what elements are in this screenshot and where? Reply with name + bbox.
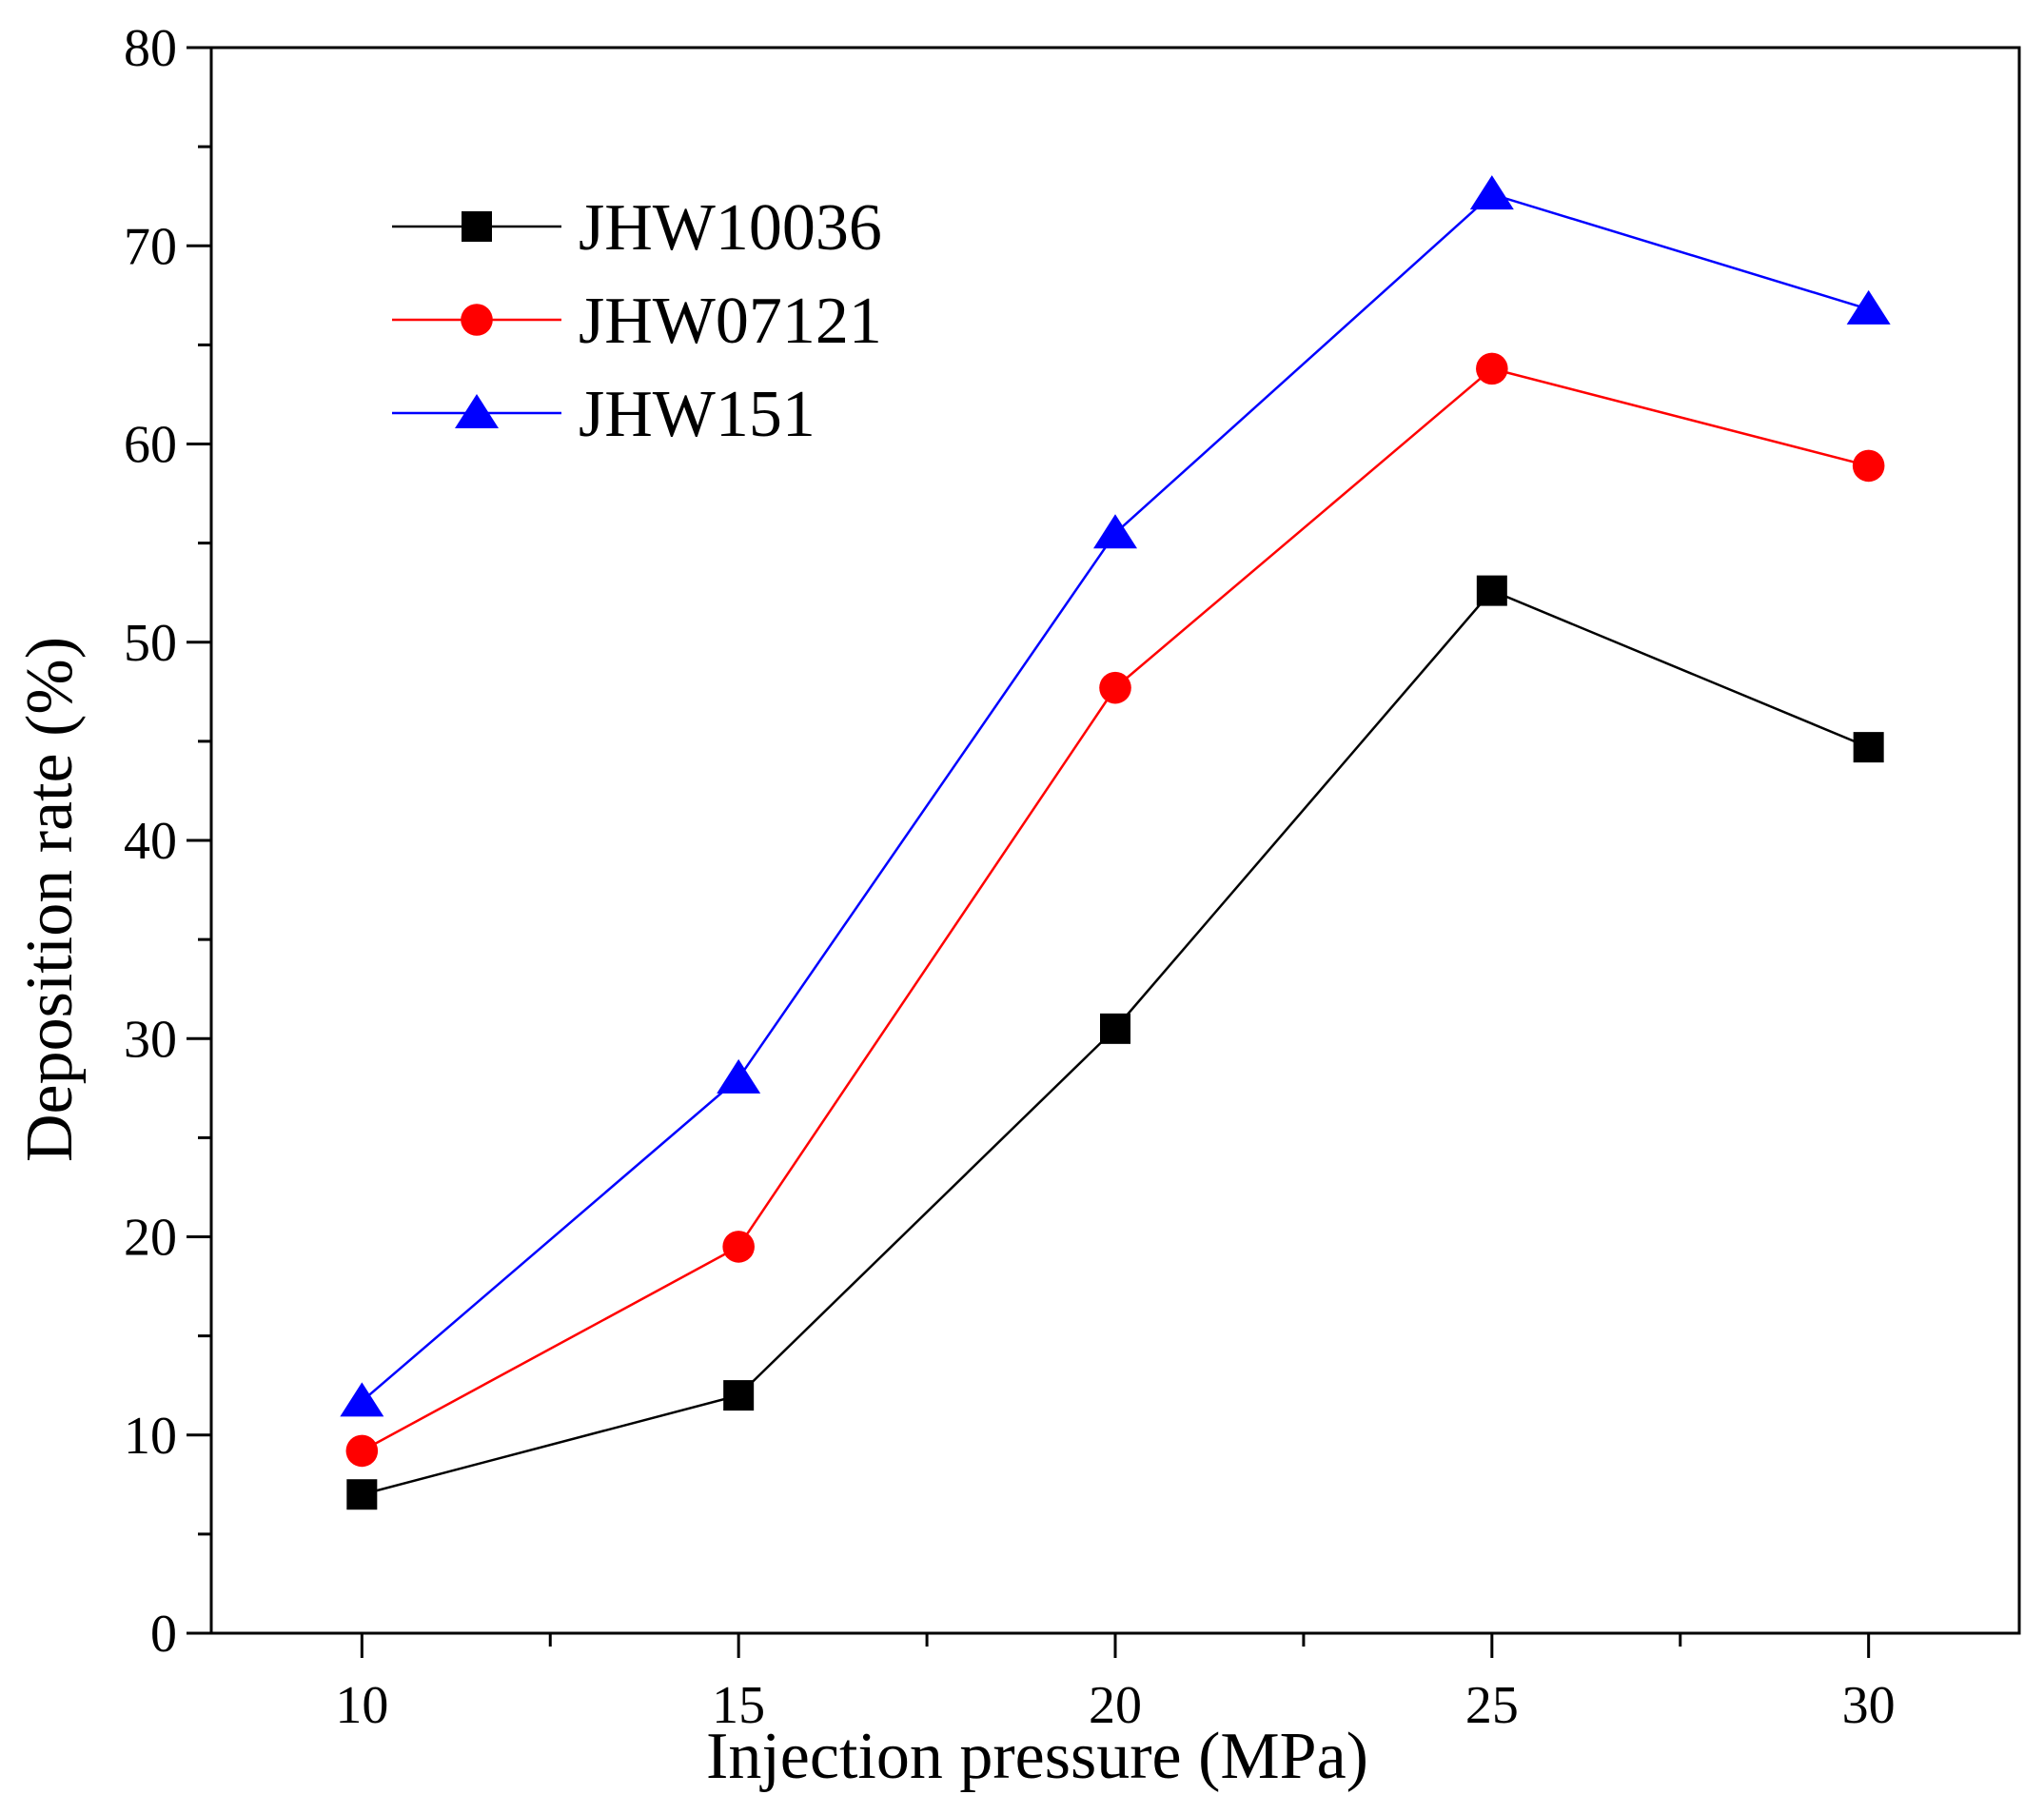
x-tick-label: 20 — [1089, 1676, 1142, 1735]
y-tick-label: 10 — [124, 1407, 177, 1466]
data-point — [1846, 289, 1891, 325]
series-layer — [340, 175, 1891, 1510]
legend-label: JHW10036 — [579, 191, 882, 265]
y-tick-label: 50 — [124, 614, 177, 673]
y-tick-label: 60 — [124, 416, 177, 475]
data-point — [722, 1231, 755, 1263]
legend-marker — [461, 304, 493, 336]
y-tick-label: 0 — [150, 1605, 177, 1664]
x-tick-label: 10 — [335, 1676, 388, 1735]
data-point — [1099, 671, 1131, 704]
series-JHW10036 — [346, 575, 1884, 1510]
data-point — [1100, 1013, 1130, 1044]
legend-item: JHW151 — [392, 378, 816, 451]
y-tick-label: 30 — [124, 1010, 177, 1069]
data-point — [1852, 449, 1885, 483]
legend-marker — [455, 394, 499, 428]
data-point — [1476, 352, 1508, 385]
x-tick-label: 30 — [1842, 1676, 1896, 1735]
data-point — [345, 1434, 379, 1468]
legend-marker — [462, 211, 492, 242]
y-tick-label: 70 — [124, 217, 177, 276]
series-JHW07121 — [345, 352, 1885, 1468]
y-tick-label: 20 — [124, 1209, 177, 1268]
data-point — [1476, 575, 1507, 606]
legend-item: JHW10036 — [392, 191, 882, 265]
series-line — [361, 192, 1870, 1403]
x-axis-title: Injection pressure (MPa) — [706, 1720, 1368, 1793]
x-tick-label: 15 — [712, 1676, 765, 1735]
x-axis: 10 15 20 25 30 — [335, 1633, 1896, 1735]
series-JHW151 — [340, 175, 1891, 1417]
legend-item: JHW07121 — [392, 285, 882, 358]
data-point — [723, 1380, 755, 1411]
data-point — [346, 1479, 378, 1510]
y-axis-title: Deposition rate (%) — [13, 637, 87, 1162]
y-tick-label: 80 — [124, 19, 177, 78]
x-tick-label: 25 — [1465, 1676, 1519, 1735]
legend-label: JHW07121 — [579, 285, 882, 358]
plot-border — [209, 46, 2021, 1635]
y-axis: 0 10 20 30 40 50 60 70 80 — [124, 19, 211, 1664]
data-point — [1469, 175, 1514, 210]
data-point — [340, 1382, 384, 1417]
plot-frame — [209, 46, 2021, 1635]
data-point — [1093, 514, 1137, 549]
data-point — [1853, 732, 1884, 763]
legend-label: JHW151 — [579, 378, 816, 451]
y-tick-label: 40 — [124, 812, 177, 871]
legend: JHW10036 JHW07121 JHW151 — [392, 191, 882, 451]
data-point — [717, 1058, 761, 1094]
